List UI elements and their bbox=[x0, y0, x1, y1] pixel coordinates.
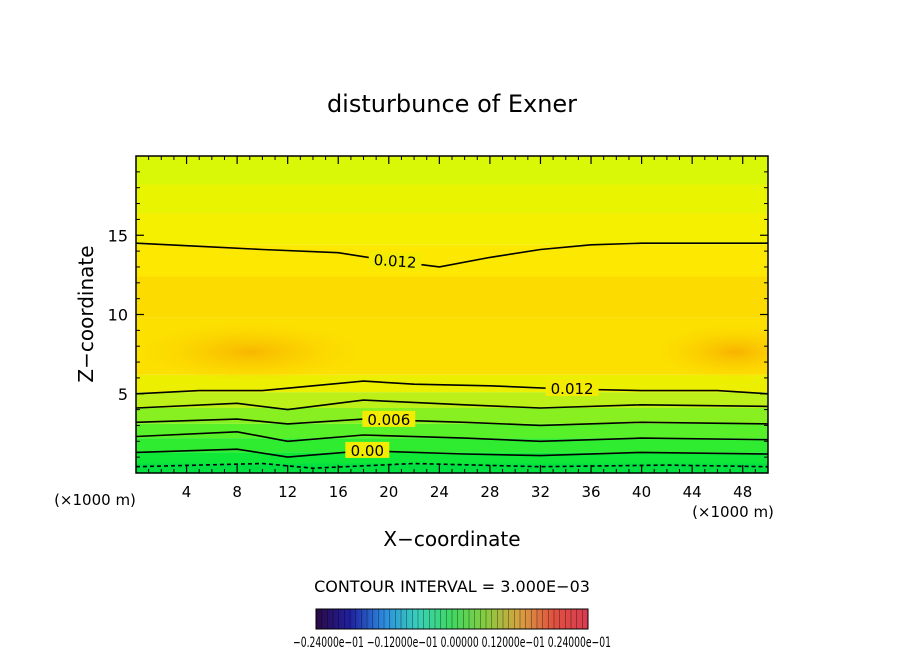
x-tick-label: 32 bbox=[531, 483, 550, 501]
contour-line-2 bbox=[136, 399, 768, 411]
fill-band-5 bbox=[136, 392, 768, 409]
contour-label-bg bbox=[368, 250, 423, 271]
max-region-left bbox=[140, 322, 360, 382]
x-tick-label: 16 bbox=[329, 483, 348, 501]
max-region-right bbox=[655, 324, 768, 380]
fill-band-0 bbox=[136, 463, 768, 473]
contour-label: 0.006 bbox=[367, 411, 410, 429]
fill-bands bbox=[136, 156, 768, 473]
fill-band-12 bbox=[136, 156, 768, 185]
x-axis-ticks: 4 8 12 16 20 24 28 32 36 40 44 48 bbox=[148, 156, 756, 501]
contour-label-group-0: 0.012 bbox=[368, 250, 423, 272]
contour-line-0 bbox=[136, 242, 768, 268]
y-tick-label: 5 bbox=[118, 385, 128, 404]
x-tick-label: 28 bbox=[480, 483, 499, 501]
x-tick-label: 24 bbox=[430, 483, 449, 501]
y-tick-label: 10 bbox=[108, 306, 128, 325]
contour-line-4 bbox=[136, 430, 768, 443]
contour-label: 0.012 bbox=[551, 380, 594, 398]
contour-label: 0.00 bbox=[351, 442, 384, 460]
contour-label-group-1: 0.012 bbox=[545, 380, 599, 398]
y-tick-label: 15 bbox=[108, 226, 128, 245]
x-unit-left: (×1000 m) bbox=[54, 491, 136, 509]
plot-area: 0.012 0.012 0.006 0.00 bbox=[136, 156, 768, 473]
x-tick-label: 20 bbox=[379, 483, 398, 501]
fill-band-4 bbox=[136, 408, 768, 424]
contour-label: 0.012 bbox=[373, 251, 417, 272]
contour-label-bg bbox=[345, 441, 390, 458]
contour-line-1 bbox=[136, 380, 768, 395]
x-tick-label: 4 bbox=[182, 483, 192, 501]
contour-label-bg bbox=[362, 410, 416, 427]
contour-lines: 0.012 0.012 0.006 0.00 bbox=[136, 242, 768, 470]
fill-band-2 bbox=[136, 438, 768, 453]
fill-band-3 bbox=[136, 423, 768, 439]
fill-band-11 bbox=[136, 184, 768, 214]
chart-title: disturbunce of Exner bbox=[327, 90, 577, 118]
x-unit-right: (×1000 m) bbox=[692, 503, 774, 521]
x-tick-label: 44 bbox=[683, 483, 702, 501]
contour-interval-text: CONTOUR INTERVAL = 3.000E−03 bbox=[314, 577, 590, 596]
x-tick-label: 12 bbox=[278, 483, 297, 501]
x-axis-label: X−coordinate bbox=[383, 527, 520, 551]
contour-line-5 bbox=[136, 448, 768, 458]
fill-band-9 bbox=[136, 244, 768, 277]
fill-band-10 bbox=[136, 213, 768, 245]
colorbar-ticks bbox=[321, 609, 583, 629]
y-axis-label: Z−coordinate bbox=[74, 245, 98, 382]
contour-label-group-3: 0.006 bbox=[362, 410, 416, 429]
y-axis-ticks: 5 10 15 bbox=[108, 171, 768, 458]
x-tick-label: 40 bbox=[632, 483, 651, 501]
contour-label-group-5: 0.00 bbox=[345, 441, 390, 460]
contour-line-6 bbox=[136, 462, 768, 470]
x-tick-label: 48 bbox=[733, 483, 752, 501]
x-tick-label: 8 bbox=[232, 483, 242, 501]
colorbar-labels: −0.24000e−01 −0.12000e−01 0.00000 0.1200… bbox=[293, 635, 611, 651]
fill-band-8 bbox=[136, 276, 768, 318]
x-tick-label: 36 bbox=[581, 483, 600, 501]
fill-band-1 bbox=[136, 452, 768, 464]
contour-label-bg bbox=[545, 380, 599, 397]
